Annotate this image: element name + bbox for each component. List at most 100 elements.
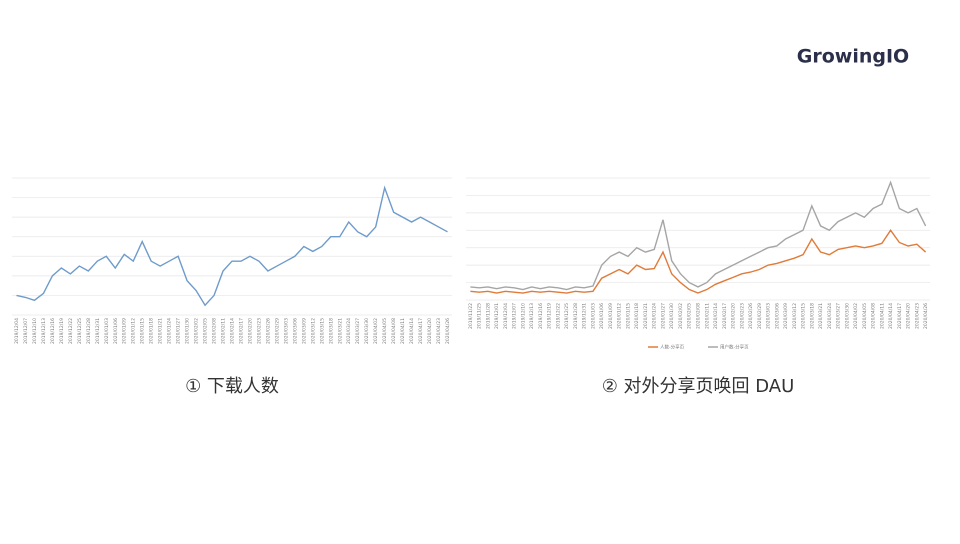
x-tick-label: 2020/04/08: [391, 318, 397, 344]
x-tick-label: 2020/04/14: [888, 303, 894, 329]
x-tick-label: 2020/01/12: [617, 303, 623, 329]
x-tick-label: 2020/04/20: [427, 318, 433, 344]
x-tick-label: 2020/03/15: [801, 303, 807, 329]
x-tick-label: 2020/04/02: [853, 303, 859, 329]
x-tick-label: 2019/12/16: [50, 318, 56, 344]
x-tick-label: 2019/12/16: [538, 303, 544, 329]
data-line: [470, 229, 927, 294]
x-tick-label: 2020/04/11: [400, 318, 406, 344]
x-tick-label: 2019/12/19: [59, 318, 65, 344]
x-tick-label: 2020/02/17: [238, 318, 244, 344]
x-tick-label: 2019/12/13: [529, 303, 535, 329]
x-tick-label: 2020/03/12: [310, 318, 316, 344]
x-tick-label: 2020/02/02: [194, 318, 200, 344]
x-tick-label: 2020/03/09: [301, 318, 307, 344]
x-tick-label: 2020/02/08: [212, 318, 218, 344]
x-tick-label: 2019/12/22: [555, 303, 561, 329]
x-tick-label: 2020/04/02: [373, 318, 379, 344]
legend-label: 用户数-分享页: [720, 344, 749, 351]
x-tick-label: 2020/02/14: [713, 303, 719, 329]
x-tick-label: 2020/04/23: [436, 318, 442, 344]
x-tick-label: 2020/03/03: [283, 318, 289, 344]
x-tick-label: 2020/01/24: [652, 303, 658, 329]
x-tick-label: 2020/02/29: [274, 318, 280, 344]
x-tick-label: 2020/04/26: [445, 318, 451, 344]
x-tick-label: 2020/01/12: [131, 318, 137, 344]
x-tick-label: 2020/02/23: [739, 303, 745, 329]
x-tick-label: 2020/03/30: [844, 303, 850, 329]
x-tick-label: 2020/01/27: [660, 303, 666, 329]
x-tick-label: 2020/03/15: [319, 318, 325, 344]
x-tick-label: 2020/03/24: [346, 318, 352, 344]
x-tick-label: 2019/12/13: [41, 318, 47, 344]
x-tick-label: 2020/01/30: [185, 318, 191, 344]
x-tick-label: 2020/04/05: [382, 318, 388, 344]
x-tick-label: 2020/02/08: [696, 303, 702, 329]
x-tick-label: 2019/12/31: [95, 318, 101, 344]
x-tick-label: 2020/01/21: [643, 303, 649, 329]
x-tick-label: 2020/03/27: [836, 303, 842, 329]
x-tick-label: 2020/01/18: [634, 303, 640, 329]
data-line: [16, 185, 448, 307]
x-tick-label: 2020/01/03: [104, 318, 110, 344]
x-tick-label: 2019/12/25: [564, 303, 570, 329]
x-tick-label: 2020/02/11: [704, 303, 710, 329]
x-tick-label: 2020/03/27: [355, 318, 361, 344]
x-tick-label: 2020/02/29: [757, 303, 763, 329]
x-tick-label: 2020/03/30: [364, 318, 370, 344]
x-tick-label: 2019/11/28: [485, 303, 491, 329]
x-tick-label: 2020/02/05: [687, 303, 693, 329]
legend-label: 人数-分享页: [660, 344, 685, 351]
x-tick-label: 2020/01/15: [625, 303, 631, 329]
x-tick-label: 2019/12/31: [582, 303, 588, 329]
logo: GrowingIO: [797, 46, 909, 68]
chart-caption: ① 下载人数: [185, 376, 279, 397]
x-tick-label: 2020/01/09: [608, 303, 614, 329]
x-tick-label: 2020/01/18: [149, 318, 155, 344]
x-tick-label: 2020/02/20: [731, 303, 737, 329]
x-tick-label: 2020/04/14: [409, 318, 415, 344]
x-tick-label: 2020/01/21: [158, 318, 164, 344]
x-tick-label: 2020/01/15: [140, 318, 146, 344]
x-tick-label: 2020/02/02: [678, 303, 684, 329]
chart-caption: ② 对外分享页唤回 DAU: [602, 376, 795, 397]
x-tick-label: 2019/12/07: [23, 318, 29, 344]
x-tick-label: 2020/02/17: [722, 303, 728, 329]
x-tick-label: 2020/01/06: [113, 318, 119, 344]
x-tick-label: 2020/02/26: [265, 318, 271, 344]
x-tick-label: 2020/03/06: [774, 303, 780, 329]
x-tick-label: 2019/12/07: [512, 303, 518, 329]
x-tick-label: 2019/12/10: [520, 303, 526, 329]
x-tick-label: 2020/04/26: [923, 303, 929, 329]
x-tick-label: 2019/12/28: [86, 318, 92, 344]
x-tick-label: 2020/03/09: [783, 303, 789, 329]
x-tick-label: 2019/11/22: [468, 303, 474, 329]
x-tick-label: 2020/01/06: [599, 303, 605, 329]
x-tick-label: 2020/03/03: [766, 303, 772, 329]
x-tick-label: 2020/02/23: [256, 318, 262, 344]
x-tick-label: 2020/03/18: [809, 303, 815, 329]
x-tick-label: 2019/12/28: [573, 303, 579, 329]
x-tick-label: 2020/04/11: [879, 303, 885, 329]
x-tick-label: 2020/03/21: [337, 318, 343, 344]
x-tick-label: 2019/12/25: [77, 318, 83, 344]
x-tick-label: 2019/12/01: [494, 303, 500, 329]
x-tick-label: 2020/04/23: [914, 303, 920, 329]
x-tick-label: 2020/02/14: [230, 318, 236, 344]
data-line: [470, 180, 927, 291]
x-tick-label: 2020/04/05: [862, 303, 868, 329]
x-tick-label: 2020/02/11: [221, 318, 227, 344]
x-tick-label: 2020/04/20: [906, 303, 912, 329]
x-tick-label: 2020/01/09: [122, 318, 128, 344]
x-tick-label: 2020/03/24: [827, 303, 833, 329]
x-tick-label: 2019/12/22: [68, 318, 74, 344]
x-tick-label: 2019/12/19: [547, 303, 553, 329]
x-tick-label: 2020/03/21: [818, 303, 824, 329]
x-tick-label: 2020/01/24: [167, 318, 173, 344]
x-tick-label: 2020/01/30: [669, 303, 675, 329]
x-tick-label: 2020/01/03: [590, 303, 596, 329]
x-tick-label: 2019/12/04: [503, 303, 509, 329]
x-tick-label: 2020/04/17: [897, 303, 903, 329]
